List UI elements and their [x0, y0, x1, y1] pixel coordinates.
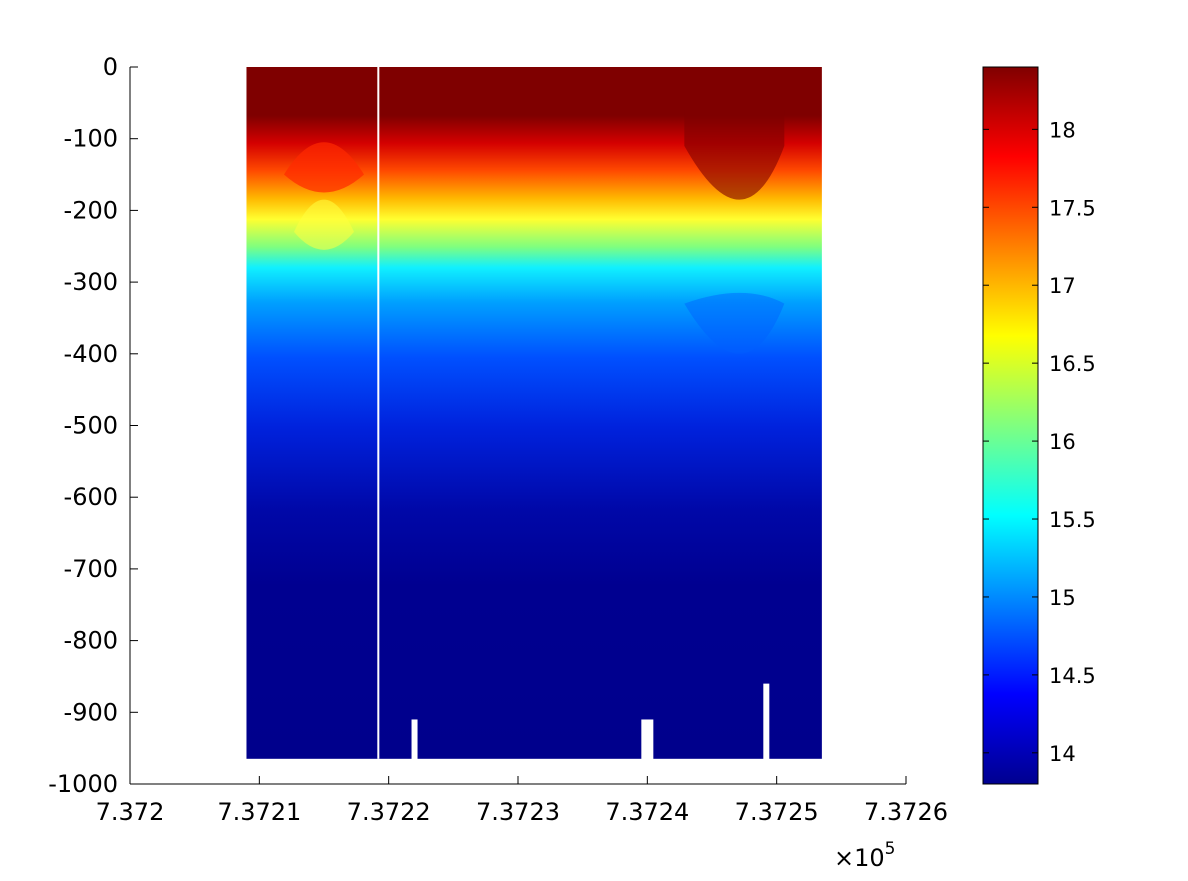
x-axis-multiplier: ×105 — [834, 839, 895, 872]
warm-layer-dip-right-red — [684, 110, 785, 200]
x-tick-label: 7.3722 — [347, 798, 431, 826]
y-tick-label: -900 — [64, 698, 118, 726]
bottom-notches — [411, 683, 770, 760]
y-tick-label: -300 — [64, 268, 118, 296]
y-tick-label: -500 — [64, 412, 118, 440]
x-tick-label: 7.3725 — [735, 798, 819, 826]
y-tick-label: -200 — [64, 196, 118, 224]
y-tick-label: -800 — [64, 627, 118, 655]
x-axis-multiplier-exponent: 5 — [885, 839, 896, 859]
warm-layer-bump-left — [284, 142, 364, 193]
colorbar-tick-label: 14 — [1049, 742, 1076, 766]
x-tick-label: 7.372 — [96, 798, 165, 826]
colorbar: 14 14.5 15 15.5 16 16.5 17 17.5 18 — [982, 66, 1096, 785]
x-tick-label: 7.3726 — [864, 798, 948, 826]
y-tick-label: -700 — [64, 555, 118, 583]
x-tick-label: 7.3723 — [476, 798, 560, 826]
colorbar-tick-label: 18 — [1049, 118, 1076, 142]
colorbar-tick-label: 15.5 — [1049, 508, 1096, 532]
colorbar-tick-label: 17.5 — [1049, 196, 1096, 220]
colorbar-ticks: 14 14.5 15 15.5 16 16.5 17 17.5 18 — [983, 118, 1096, 766]
y-tick-label: -100 — [64, 125, 118, 153]
y-tick-label: -400 — [64, 340, 118, 368]
colorbar-gradient — [982, 66, 1039, 785]
bottom-notch — [763, 683, 770, 760]
data-gap-line — [377, 67, 380, 759]
heatmap-field — [246, 67, 822, 759]
warm-layer-dip-right — [684, 292, 785, 354]
colorbar-tick-label: 16.5 — [1049, 352, 1096, 376]
y-tick-label: -1000 — [48, 770, 118, 798]
colorbar-tick-label: 16 — [1049, 430, 1076, 454]
x-ticks: 7.372 7.3721 7.3722 7.3723 7.3724 7.3725 7.372… — [96, 776, 948, 826]
colorbar-tick-label: 14.5 — [1049, 664, 1096, 688]
axes: 7.372 7.3721 7.3722 7.3723 7.3724 7.3725 7.372… — [48, 53, 948, 872]
x-axis-multiplier-base: ×10 — [834, 844, 885, 872]
bottom-notch — [411, 719, 418, 760]
x-tick-label: 7.3724 — [605, 798, 689, 826]
colorbar-tick-label: 15 — [1049, 586, 1076, 610]
y-ticks: 0 -100 -200 -300 -400 -500 -600 -700 -800 -900 -10… — [48, 53, 138, 798]
bottom-notch — [641, 719, 654, 760]
warm-layer-dip-left — [294, 199, 354, 250]
y-tick-label: -600 — [64, 483, 118, 511]
colorbar-tick-label: 17 — [1049, 274, 1076, 298]
x-tick-label: 7.3721 — [217, 798, 301, 826]
y-tick-label: 0 — [103, 53, 118, 81]
